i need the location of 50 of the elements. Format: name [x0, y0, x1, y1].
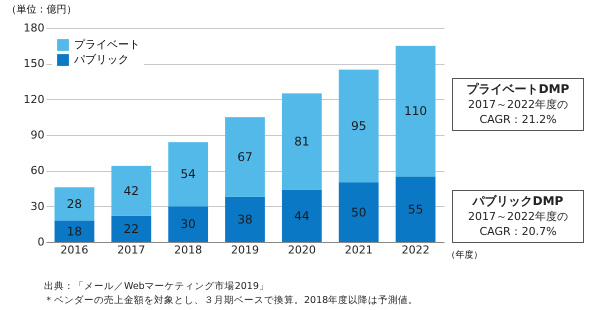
data-label: 44	[294, 208, 310, 223]
bar	[396, 176, 436, 242]
x-tick-label: 2017	[117, 244, 146, 256]
data-label: 54	[180, 167, 196, 182]
x-tick-label: 2020	[288, 244, 316, 256]
bar	[338, 182, 379, 242]
x-tick-label: 2016	[60, 244, 88, 256]
x-tick-label: 2022	[402, 244, 430, 256]
data-label: 50	[351, 205, 366, 220]
bar	[54, 220, 94, 242]
data-label: 110	[404, 104, 428, 118]
data-label: 42	[124, 184, 139, 198]
legend-label: パブリック	[73, 53, 129, 66]
bar	[338, 70, 379, 183]
data-label: 18	[66, 224, 82, 238]
y-tick-label: 90	[30, 128, 44, 142]
text: プライベートDMP 2017～2022年度の CAGR：21.2%	[452, 78, 584, 131]
data-label: 55	[408, 202, 424, 216]
text: パブリックDMP 2017～2022年度の CAGR：20.7%	[452, 190, 584, 243]
source-note: 出典：「メール／Webマーケティング市場2019」	[44, 280, 269, 293]
data-label: 22	[124, 222, 139, 236]
data-label: 95	[351, 119, 366, 134]
y-tick-label: 60	[30, 164, 44, 178]
data-label: 81	[294, 134, 310, 149]
bar	[111, 216, 152, 242]
bar	[282, 190, 322, 242]
data-label: 67	[237, 150, 253, 164]
bar	[225, 196, 265, 242]
bar	[282, 93, 322, 190]
y-tick-label: 180	[24, 22, 44, 34]
bar	[168, 142, 208, 206]
x-tick-label: 2019	[231, 244, 259, 256]
y-tick-label: 0	[38, 236, 44, 248]
y-axis-title: （単位：億円）	[6, 4, 76, 16]
y-tick-label: 30	[30, 200, 44, 213]
data-label: 38	[237, 212, 253, 226]
bar	[54, 187, 94, 221]
data-label: 28	[66, 196, 82, 211]
legend-label: プライベート	[74, 38, 140, 51]
bar	[396, 46, 436, 177]
x-tick-label: 2021	[344, 244, 373, 256]
data-label: 30	[180, 217, 196, 232]
bar	[225, 117, 265, 197]
y-tick-label: 120	[24, 92, 44, 106]
bar	[111, 166, 152, 216]
bar	[168, 206, 208, 242]
y-tick-label: 150	[24, 57, 44, 70]
x-tick-label: 2018	[174, 244, 202, 256]
text: ＊ベンダーの売上金額を対象とし、３月期ベースで換算。2018年度以降は予測値。	[44, 294, 418, 307]
x-axis-title: （年度）	[446, 250, 482, 260]
